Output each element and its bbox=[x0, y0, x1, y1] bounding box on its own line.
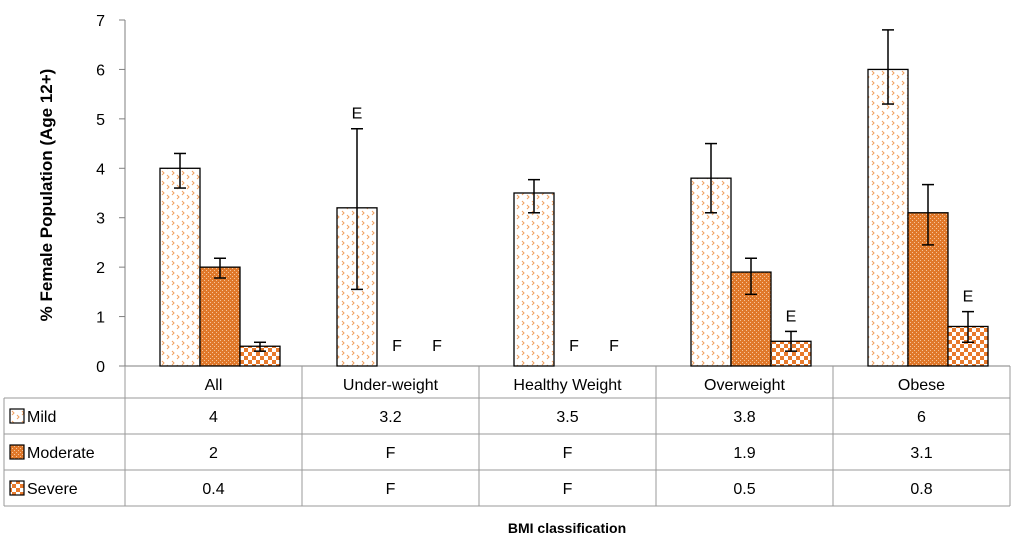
table-cell: 3.8 bbox=[733, 409, 755, 426]
legend-label: Mild bbox=[27, 409, 56, 426]
table-cell: 0.5 bbox=[733, 481, 755, 498]
table-cell: 2 bbox=[209, 445, 218, 462]
x-tick-label: All bbox=[205, 377, 223, 394]
table-cell: 0.4 bbox=[202, 481, 224, 498]
y-tick-label: 3 bbox=[96, 211, 105, 228]
legend-swatch-mild bbox=[9, 408, 25, 424]
flag-label: F bbox=[609, 338, 619, 355]
flag-label: F bbox=[432, 338, 442, 355]
bar-mild-1 bbox=[159, 167, 201, 367]
bar-mild-3 bbox=[513, 192, 555, 367]
bars-layer: E F F F F E E bbox=[159, 29, 989, 367]
table-cell: 3.2 bbox=[379, 409, 401, 426]
table-cell: 3.1 bbox=[910, 445, 932, 462]
table-cell: F bbox=[386, 481, 396, 498]
x-tick-label: Healthy Weight bbox=[513, 377, 622, 394]
bar-mild-5 bbox=[867, 68, 909, 367]
table-cell: 0.8 bbox=[910, 481, 932, 498]
x-tick-label: Under-weight bbox=[343, 377, 439, 394]
y-tick-label: 1 bbox=[96, 310, 105, 327]
legend-swatch-severe bbox=[9, 480, 25, 496]
y-tick-label: 7 bbox=[96, 13, 105, 30]
x-tick-label: Overweight bbox=[704, 377, 785, 394]
flag-label: F bbox=[392, 338, 402, 355]
flag-label: E bbox=[786, 308, 797, 325]
legend-label: Severe bbox=[27, 481, 78, 498]
table-cell: 1.9 bbox=[733, 445, 755, 462]
y-tick-label: 6 bbox=[96, 62, 105, 79]
x-tick-label: Obese bbox=[898, 377, 945, 394]
flag-label: E bbox=[352, 106, 363, 123]
table-cell: 3.5 bbox=[556, 409, 578, 426]
y-tick-label: 4 bbox=[96, 161, 105, 178]
y-axis-title: % Female Population (Age 12+) bbox=[37, 69, 56, 322]
flag-label: E bbox=[963, 289, 974, 306]
y-tick-label: 0 bbox=[96, 359, 105, 376]
table-cell: 6 bbox=[917, 409, 926, 426]
legend-swatch-moderate bbox=[9, 444, 25, 460]
table-cell: F bbox=[386, 445, 396, 462]
table-cell: 4 bbox=[209, 409, 218, 426]
y-tick-label: 2 bbox=[96, 260, 105, 277]
flag-label: F bbox=[569, 338, 579, 355]
bar-moderate-1 bbox=[199, 266, 241, 367]
table-cell: F bbox=[563, 445, 573, 462]
data-table: All Under-weight Healthy Weight Overweight O… bbox=[3, 366, 1011, 507]
table-cell: F bbox=[563, 481, 573, 498]
legend-label: Moderate bbox=[27, 445, 95, 462]
x-axis-title: BMI classification bbox=[508, 520, 626, 536]
y-tick-label: 5 bbox=[96, 112, 105, 129]
